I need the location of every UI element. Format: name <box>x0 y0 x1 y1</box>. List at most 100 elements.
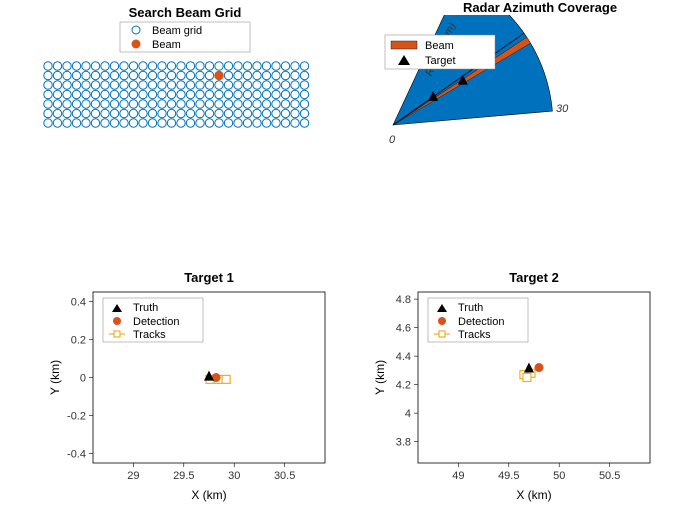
grid-circle <box>167 100 175 108</box>
grid-circle <box>139 71 147 79</box>
grid-circle <box>243 109 251 117</box>
beam-circle <box>215 71 223 79</box>
target2-panel: Target 24949.55050.53.844.24.44.64.8X (k… <box>370 270 660 510</box>
grid-circle <box>224 71 232 79</box>
grid-circle <box>196 81 204 89</box>
grid-circle <box>177 100 185 108</box>
subplot-title: Target 1 <box>184 270 234 285</box>
legend-detection: Detection <box>458 316 504 328</box>
grid-circle <box>72 109 80 117</box>
beam-grid-panel: Search Beam Grid Beam grid Beam <box>40 5 330 180</box>
grid-circle <box>272 71 280 79</box>
grid-circle <box>243 62 251 70</box>
grid-circle <box>196 109 204 117</box>
grid-circle <box>234 119 242 127</box>
grid-circle <box>262 119 270 127</box>
grid-circle <box>167 109 175 117</box>
grid-circle <box>167 81 175 89</box>
radar-legend-target: Target <box>425 55 456 67</box>
grid-circle <box>205 109 213 117</box>
grid-circle <box>253 109 261 117</box>
grid-circle <box>158 90 166 98</box>
xlabel: X (km) <box>191 488 226 502</box>
grid-circle <box>281 62 289 70</box>
grid-circle <box>110 81 118 89</box>
grid-circle <box>53 81 61 89</box>
grid-circle <box>82 81 90 89</box>
grid-circle <box>110 71 118 79</box>
grid-circle <box>253 119 261 127</box>
grid-circle <box>177 90 185 98</box>
grid-circle <box>243 71 251 79</box>
track-marker <box>523 374 531 382</box>
grid-circle <box>129 71 137 79</box>
grid-circle <box>101 62 109 70</box>
beam-grid-title: Search Beam Grid <box>40 5 330 20</box>
grid-circle <box>63 90 71 98</box>
grid-circle <box>243 81 251 89</box>
grid-circle <box>186 71 194 79</box>
grid-circle <box>215 62 223 70</box>
grid-circle <box>167 62 175 70</box>
grid-circle <box>300 119 308 127</box>
grid-circle <box>110 62 118 70</box>
grid-circle <box>186 62 194 70</box>
grid-circle <box>91 81 99 89</box>
grid-circle <box>63 119 71 127</box>
grid-circle <box>167 90 175 98</box>
ytick: -0.2 <box>67 411 86 423</box>
grid-circle <box>281 119 289 127</box>
grid-circle <box>205 100 213 108</box>
grid-circle <box>196 62 204 70</box>
grid-circle <box>167 71 175 79</box>
grid-circle <box>63 81 71 89</box>
grid-circle <box>82 119 90 127</box>
grid-circle <box>148 81 156 89</box>
grid-circle <box>196 71 204 79</box>
grid-circle <box>196 100 204 108</box>
ytick: 4 <box>405 408 411 420</box>
grid-circle <box>129 62 137 70</box>
detection-marker <box>535 363 544 372</box>
grid-circle <box>281 109 289 117</box>
grid-circle <box>234 109 242 117</box>
grid-circle <box>300 81 308 89</box>
target2-plot: Target 24949.55050.53.844.24.44.64.8X (k… <box>370 270 660 505</box>
grid-circle <box>158 62 166 70</box>
xtick: 29.5 <box>173 470 194 482</box>
grid-circle <box>101 90 109 98</box>
grid-circle <box>110 100 118 108</box>
grid-circle <box>291 109 299 117</box>
ytick: 0 <box>80 373 86 385</box>
grid-circle <box>53 119 61 127</box>
grid-circle <box>82 71 90 79</box>
subplot-legend: TruthDetectionTracks <box>428 298 528 342</box>
grid-circle <box>291 90 299 98</box>
grid-circle <box>72 71 80 79</box>
target1-plot: Target 12929.53030.5-0.4-0.200.20.4X (km… <box>45 270 335 505</box>
legend-detection: Detection <box>133 316 179 328</box>
grid-circle <box>129 81 137 89</box>
grid-circle <box>82 109 90 117</box>
grid-circle <box>167 119 175 127</box>
grid-circle <box>139 100 147 108</box>
xtick: 30.5 <box>274 470 295 482</box>
ytick: 3.8 <box>396 437 411 449</box>
grid-circle <box>101 81 109 89</box>
grid-circle <box>177 119 185 127</box>
radar-range-0: 0 <box>389 134 396 146</box>
legend-truth: Truth <box>133 302 158 314</box>
grid-circle <box>148 71 156 79</box>
grid-circle <box>91 62 99 70</box>
grid-circle <box>44 71 52 79</box>
grid-circle <box>281 100 289 108</box>
grid-circle <box>53 71 61 79</box>
grid-circle <box>177 71 185 79</box>
ylabel: Y (km) <box>373 360 387 395</box>
grid-circle <box>215 100 223 108</box>
grid-circle <box>234 100 242 108</box>
grid-circle <box>72 62 80 70</box>
grid-circle <box>91 90 99 98</box>
grid-circle <box>291 100 299 108</box>
grid-circle <box>63 71 71 79</box>
